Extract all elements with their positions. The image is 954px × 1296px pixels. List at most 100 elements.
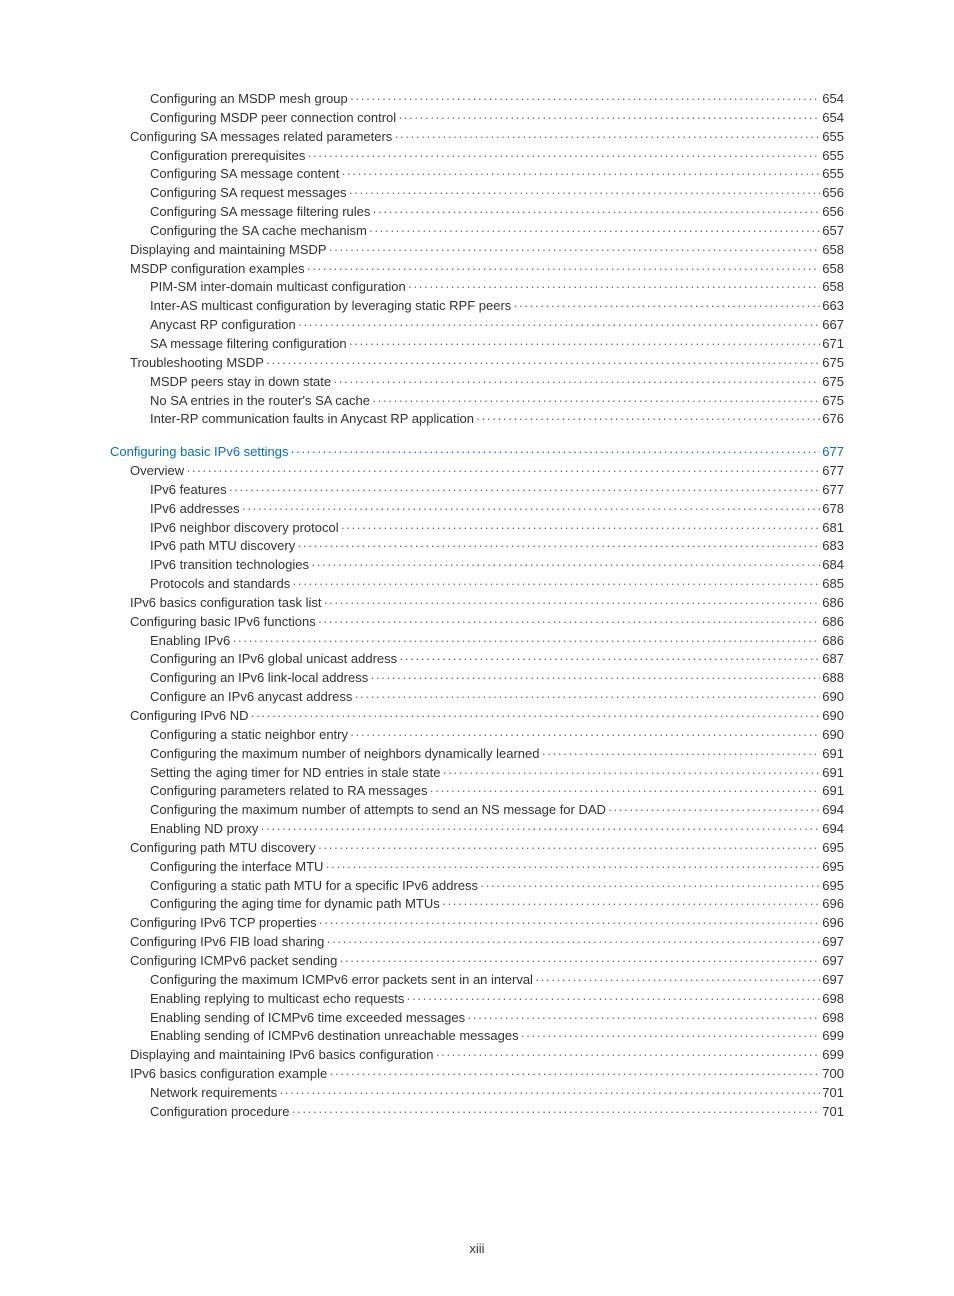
toc-entry-label: Configuring the maximum number of neighb… [150,745,539,764]
toc-entry: SA message filtering configuration······… [110,335,844,354]
toc-entry: Configuration prerequisites·············… [110,147,844,166]
toc-leader-dots: ········································… [292,575,820,594]
toc-entry-label: SA message filtering configuration [150,335,347,354]
toc-leader-dots: ········································… [354,688,820,707]
toc-entry-page: 678 [822,500,844,519]
toc-leader-dots: ········································… [251,707,821,726]
toc-leader-dots: ········································… [398,109,820,128]
toc-entry-page: 695 [822,858,844,877]
toc-entry-page: 685 [822,575,844,594]
toc-leader-dots: ········································… [279,1084,820,1103]
toc-leader-dots: ········································… [480,877,820,896]
toc-entry: Enabling replying to multicast echo requ… [110,990,844,1009]
toc-entry-page: 654 [822,90,844,109]
toc-entry-label: Configuring MSDP peer connection control [150,109,396,128]
toc-entry: IPv6 neighbor discovery protocol········… [110,519,844,538]
toc-entry: Protocols and standards·················… [110,575,844,594]
toc-leader-dots: ········································… [370,669,820,688]
toc-entry: Configuring SA messages related paramete… [110,128,844,147]
toc-leader-dots: ········································… [326,933,820,952]
toc-leader-dots: ········································… [429,782,820,801]
toc-entry-page: 684 [822,556,844,575]
toc-entry-label: Configuring parameters related to RA mes… [150,782,427,801]
toc-entry-label: Configuring the maximum ICMPv6 error pac… [150,971,533,990]
toc-entry: Configure an IPv6 anycast address·······… [110,688,844,707]
toc-entry-label: IPv6 basics configuration task list [130,594,321,613]
toc-entry-label: No SA entries in the router's SA cache [150,392,370,411]
toc-leader-dots: ········································… [436,1046,821,1065]
toc-entry-page: 677 [822,443,844,462]
toc-leader-dots: ········································… [406,990,820,1009]
toc-entry: IPv6 basics configuration example·······… [110,1065,844,1084]
toc-leader-dots: ········································… [350,726,820,745]
document-page: Configuring an MSDP mesh group··········… [0,0,954,1296]
toc-entry: Displaying and maintaining IPv6 basics c… [110,1046,844,1065]
toc-entry[interactable]: Configuring basic IPv6 settings·········… [110,443,844,462]
toc-leader-dots: ········································… [394,128,820,147]
toc-leader-dots: ········································… [372,203,820,222]
toc-entry-page: 686 [822,613,844,632]
toc-leader-dots: ········································… [311,556,820,575]
toc-entry-label: Overview [130,462,184,481]
toc-entry-label: Configuring path MTU discovery [130,839,316,858]
toc-leader-dots: ········································… [476,410,820,429]
toc-entry-page: 686 [822,594,844,613]
toc-entry: Inter-AS multicast configuration by leve… [110,297,844,316]
toc-entry: Configuring an IPv6 global unicast addre… [110,650,844,669]
toc-leader-dots: ········································… [339,952,820,971]
toc-entry-label: IPv6 features [150,481,227,500]
toc-leader-dots: ········································… [291,1103,820,1122]
toc-entry-page: 690 [822,688,844,707]
toc-leader-dots: ········································… [318,839,821,858]
toc-entry-label: Enabling replying to multicast echo requ… [150,990,404,1009]
toc-entry: Configuring IPv6 TCP properties·········… [110,914,844,933]
toc-entry-label: Configuring ICMPv6 packet sending [130,952,337,971]
toc-leader-dots: ········································… [442,895,821,914]
toc-entry-page: 671 [822,335,844,354]
toc-entry: Configuring parameters related to RA mes… [110,782,844,801]
toc-entry-label: IPv6 addresses [150,500,240,519]
toc-entry-page: 694 [822,820,844,839]
toc-leader-dots: ········································… [372,392,820,411]
toc-leader-dots: ········································… [349,184,821,203]
toc-entry-label: Inter-RP communication faults in Anycast… [150,410,474,429]
toc-leader-dots: ········································… [329,1065,820,1084]
toc-gap [110,429,844,443]
toc-entry-label: Configuring a static neighbor entry [150,726,348,745]
toc-entry-page: 654 [822,109,844,128]
toc-leader-dots: ········································… [266,354,820,373]
toc-entry-label: IPv6 basics configuration example [130,1065,327,1084]
toc-leader-dots: ········································… [535,971,820,990]
toc-entry-label: Configuring SA message filtering rules [150,203,370,222]
toc-entry: MSDP peers stay in down state···········… [110,373,844,392]
toc-entry-page: 691 [822,745,844,764]
toc-entry-page: 698 [822,1009,844,1028]
toc-entry-label: Configuring an IPv6 global unicast addre… [150,650,397,669]
toc-entry: IPv6 basics configuration task list·····… [110,594,844,613]
toc-entry: Configuring a static neighbor entry·····… [110,726,844,745]
toc-entry-label: Enabling sending of ICMPv6 time exceeded… [150,1009,465,1028]
toc-entry: No SA entries in the router's SA cache··… [110,392,844,411]
toc-leader-dots: ········································… [318,613,821,632]
toc-leader-dots: ········································… [260,820,820,839]
toc-entry-label: MSDP configuration examples [130,260,305,279]
toc-entry-page: 655 [822,165,844,184]
toc-entry-page: 688 [822,669,844,688]
toc-leader-dots: ········································… [325,858,820,877]
toc-entry-label: Protocols and standards [150,575,290,594]
toc-leader-dots: ········································… [467,1009,820,1028]
toc-entry-page: 698 [822,990,844,1009]
toc-leader-dots: ········································… [408,278,821,297]
toc-entry-page: 695 [822,877,844,896]
toc-leader-dots: ········································… [297,537,820,556]
toc-leader-dots: ········································… [323,594,820,613]
toc-entry-page: 656 [822,184,844,203]
toc-entry: Setting the aging timer for ND entries i… [110,764,844,783]
toc-entry-page: 677 [822,462,844,481]
toc-entry: Configuring the maximum number of attemp… [110,801,844,820]
toc-entry-page: 691 [822,782,844,801]
toc-leader-dots: ········································… [399,650,820,669]
toc-entry-page: 701 [822,1103,844,1122]
toc-entry-label: Displaying and maintaining IPv6 basics c… [130,1046,434,1065]
toc-entry-page: 695 [822,839,844,858]
